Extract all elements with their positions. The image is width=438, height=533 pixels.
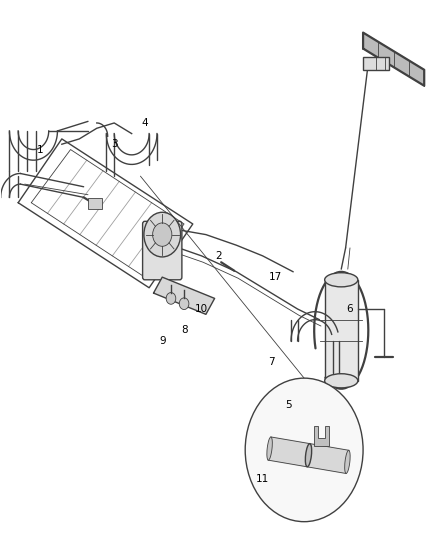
Text: 8: 8 bbox=[181, 325, 187, 335]
Ellipse shape bbox=[325, 273, 358, 287]
Text: 10: 10 bbox=[195, 304, 208, 314]
Text: 9: 9 bbox=[159, 336, 166, 346]
Circle shape bbox=[166, 293, 176, 304]
Ellipse shape bbox=[267, 437, 272, 460]
Ellipse shape bbox=[325, 374, 358, 388]
Ellipse shape bbox=[305, 443, 312, 467]
FancyBboxPatch shape bbox=[325, 280, 358, 381]
Text: 7: 7 bbox=[268, 357, 275, 367]
Text: 11: 11 bbox=[256, 474, 269, 484]
Text: 6: 6 bbox=[346, 304, 353, 314]
Text: 3: 3 bbox=[111, 139, 117, 149]
Polygon shape bbox=[153, 277, 215, 314]
Polygon shape bbox=[268, 437, 349, 473]
Text: 17: 17 bbox=[269, 272, 283, 282]
Circle shape bbox=[144, 212, 180, 257]
Circle shape bbox=[179, 298, 189, 310]
Text: 2: 2 bbox=[215, 251, 223, 261]
FancyBboxPatch shape bbox=[363, 56, 389, 70]
Text: 1: 1 bbox=[37, 144, 43, 155]
Text: 5: 5 bbox=[286, 400, 292, 410]
FancyBboxPatch shape bbox=[88, 198, 102, 208]
Circle shape bbox=[152, 223, 172, 246]
Polygon shape bbox=[314, 425, 329, 446]
Ellipse shape bbox=[345, 450, 350, 473]
FancyBboxPatch shape bbox=[143, 221, 182, 280]
Polygon shape bbox=[363, 33, 424, 86]
Circle shape bbox=[245, 378, 363, 522]
Text: 4: 4 bbox=[141, 118, 148, 128]
